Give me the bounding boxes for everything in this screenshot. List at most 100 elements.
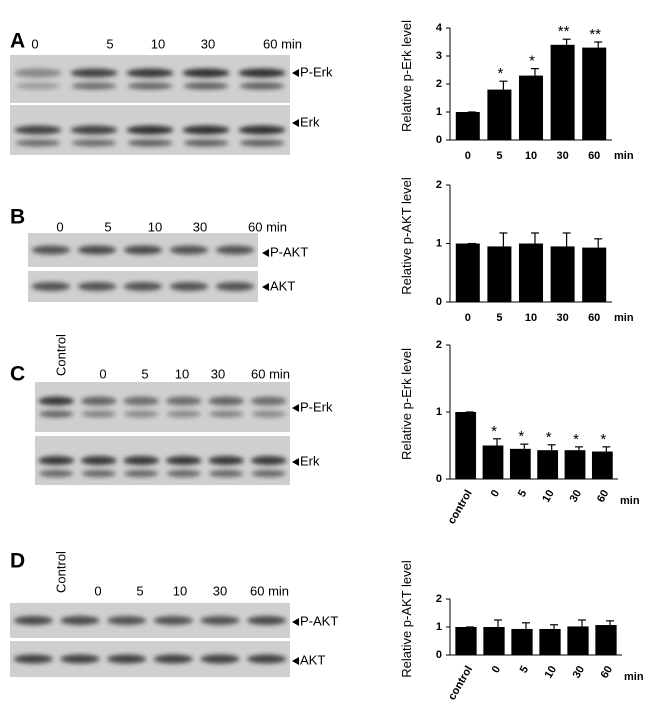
blot-strip	[10, 641, 290, 677]
lane-label: 30	[193, 219, 207, 234]
band-arrow	[292, 657, 299, 665]
bar	[567, 626, 589, 655]
significance: *	[573, 431, 579, 448]
blot-band	[38, 456, 75, 465]
blot-band	[238, 125, 286, 135]
y-tick-label: 1	[436, 237, 442, 249]
blot-band	[127, 139, 173, 147]
blot-band	[183, 82, 229, 90]
lane-label: 30	[213, 583, 227, 598]
y-tick-label: 2	[436, 339, 442, 351]
blot-band	[123, 245, 163, 255]
blot-band	[124, 470, 159, 477]
lane-label: 0	[99, 366, 106, 381]
lane-label: 5	[104, 219, 111, 234]
x-tick-label: 0	[490, 664, 503, 675]
blot-band	[60, 654, 100, 664]
blot-band	[182, 125, 230, 135]
bar	[511, 628, 533, 655]
y-tick-label: 1	[436, 621, 442, 633]
band-label: Erk	[300, 453, 320, 468]
y-tick-label: 2	[436, 593, 442, 605]
x-unit: min	[614, 312, 634, 324]
bar	[455, 243, 480, 302]
blot-band	[81, 470, 116, 477]
blot-band	[77, 282, 117, 291]
blot-strip	[35, 382, 290, 432]
blot-band	[208, 456, 245, 465]
blot-band	[14, 68, 62, 78]
blot-band	[153, 616, 193, 625]
blot-band	[153, 654, 193, 664]
x-unit: min	[624, 671, 644, 683]
band-arrow	[292, 458, 299, 466]
blot-band	[123, 396, 160, 406]
blot-band	[60, 616, 100, 625]
blot-strip	[10, 603, 290, 638]
band-label: P-AKT	[300, 613, 338, 628]
lane-label: Control	[53, 551, 68, 593]
panel-label: B	[10, 206, 25, 229]
blot-band	[215, 282, 255, 291]
lane-label: 5	[106, 36, 113, 51]
blot-band	[182, 68, 230, 78]
blot-band	[215, 245, 255, 255]
x-tick-label: 30	[568, 488, 585, 505]
blot-band	[31, 282, 71, 291]
band-arrow	[292, 119, 299, 127]
band-arrow	[292, 618, 299, 626]
blot-band	[200, 654, 240, 664]
bar	[455, 112, 480, 140]
lane-label: 0	[56, 219, 63, 234]
lane-label: 10	[151, 36, 165, 51]
bar	[482, 445, 504, 479]
band-label: AKT	[270, 278, 295, 293]
panel-label: A	[10, 30, 25, 53]
y-tick-label: 2	[436, 78, 442, 90]
blot-band	[31, 245, 71, 255]
blot-band	[165, 396, 202, 406]
x-tick-label: 5	[496, 150, 502, 162]
y-tick-label: 4	[436, 22, 443, 34]
bar	[550, 44, 575, 140]
blot-band	[15, 82, 61, 90]
lane-label: 5	[136, 583, 143, 598]
lane-label: 60 min	[263, 36, 302, 51]
blot-band	[239, 139, 285, 147]
panel-label: D	[10, 550, 25, 573]
blot-band	[126, 68, 174, 78]
blot-band	[77, 245, 117, 255]
blot-band	[71, 82, 117, 90]
blot-band	[251, 410, 286, 418]
blot-band	[13, 616, 53, 625]
lane-label: 60 min	[250, 583, 289, 598]
band-label: AKT	[300, 652, 325, 667]
x-tick-label: 10	[543, 664, 560, 681]
lane-label: 5	[141, 366, 148, 381]
lane-label: 10	[148, 219, 162, 234]
x-tick-label: 60	[588, 150, 600, 162]
blot-band	[208, 396, 245, 406]
blot-band	[81, 410, 116, 418]
x-tick-label: 5	[518, 664, 531, 675]
y-tick-label: 0	[436, 649, 442, 661]
blot-band	[169, 245, 209, 255]
bar	[509, 448, 531, 479]
y-tick-label: 2	[436, 179, 442, 191]
x-unit: min	[614, 150, 634, 162]
x-tick-label: 10	[525, 150, 537, 162]
blot-band	[251, 470, 286, 477]
blot-band	[166, 470, 201, 477]
band-arrow	[262, 283, 269, 291]
blot-band	[126, 125, 174, 135]
bar	[455, 627, 477, 655]
band-arrow	[292, 69, 299, 77]
blot-band	[107, 654, 147, 664]
y-tick-label: 0	[436, 473, 442, 485]
blot-band	[123, 282, 163, 291]
blot-band	[71, 139, 117, 147]
blot-band	[107, 616, 147, 625]
lane-label: 30	[211, 366, 225, 381]
blot-band	[247, 616, 287, 625]
panel-label: C	[10, 363, 25, 386]
